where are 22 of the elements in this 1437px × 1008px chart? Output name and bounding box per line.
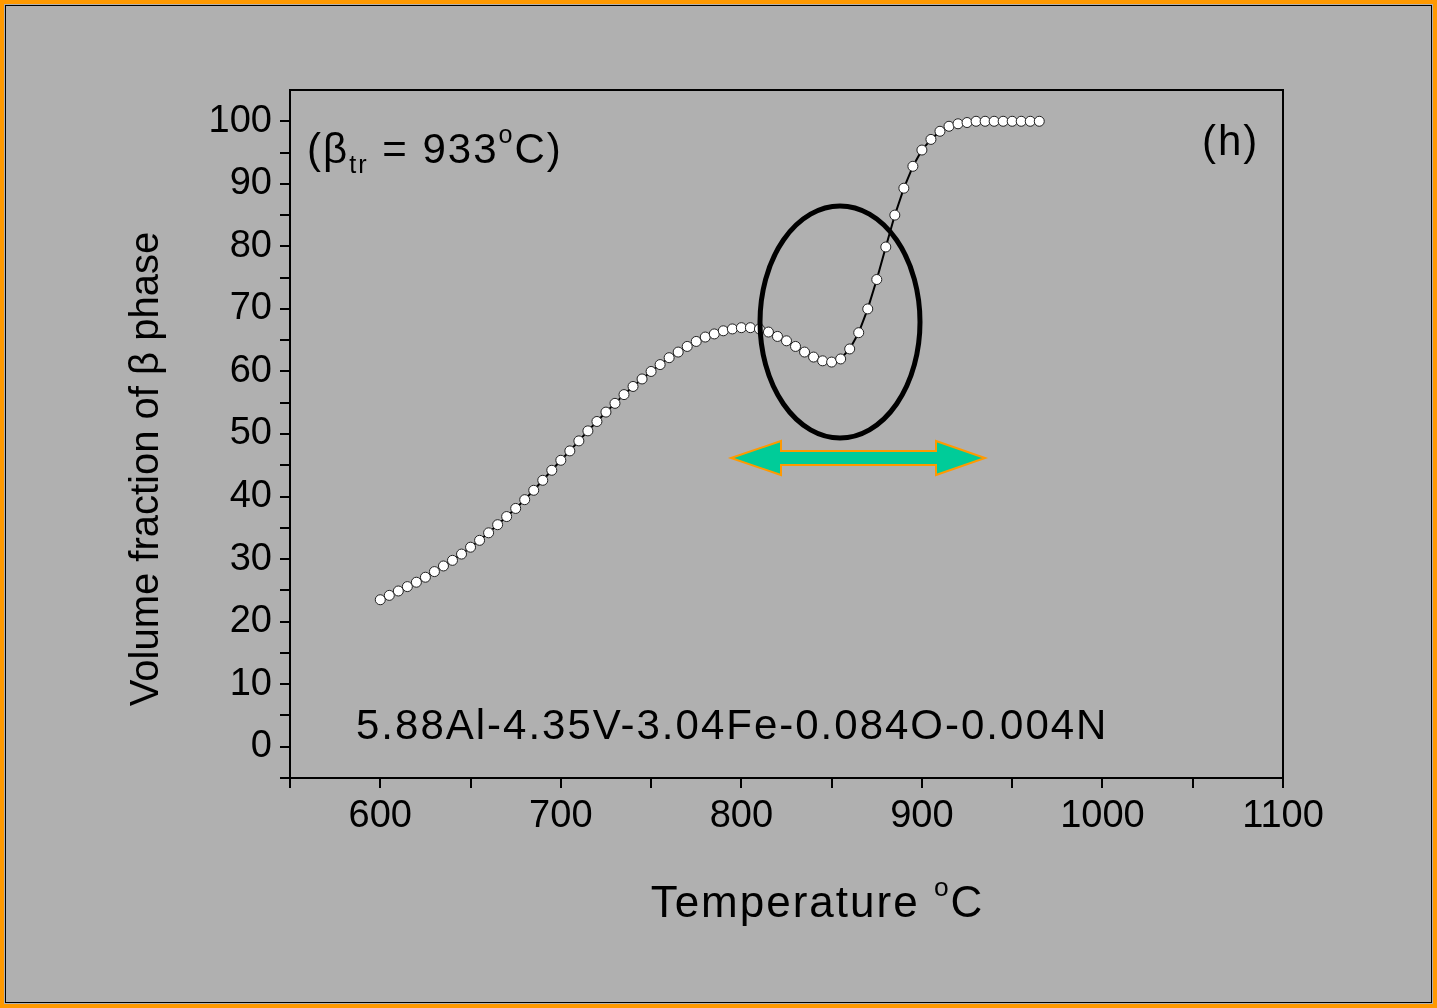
y-axis-title: Volume fraction of β phase [122, 231, 166, 707]
x-tick-label: 1000 [1060, 793, 1145, 836]
y-tick-label: 100 [208, 97, 272, 140]
x-tick-label: 900 [890, 793, 954, 836]
y-tick-label: 50 [229, 410, 272, 453]
x-axis-title: Temperature $^{o}$C [650, 872, 985, 927]
y-tick-label: 20 [229, 598, 272, 641]
x-tick-label: 700 [529, 793, 593, 836]
y-tick-label: 40 [229, 473, 272, 516]
y-tick-label: 70 [229, 285, 272, 328]
y-tick-label: 60 [229, 347, 272, 390]
y-tick-label: 80 [229, 222, 272, 265]
y-tick-label: 10 [229, 660, 272, 703]
annotation: (h) [1202, 117, 1260, 164]
annotation: (β$_{tr}$ = 933$^{o}$C) [307, 120, 563, 179]
annotation: 5.88Al-4.35V-3.04Fe-0.084O-0.004N [356, 701, 1109, 748]
y-tick-label: 90 [229, 160, 272, 203]
y-tick-label: 30 [229, 535, 272, 578]
x-tick-label: 600 [348, 793, 412, 836]
x-tick-label: 800 [709, 793, 774, 836]
x-tick-label: 1100 [1242, 793, 1324, 836]
y-tick-label: 0 [250, 723, 272, 766]
